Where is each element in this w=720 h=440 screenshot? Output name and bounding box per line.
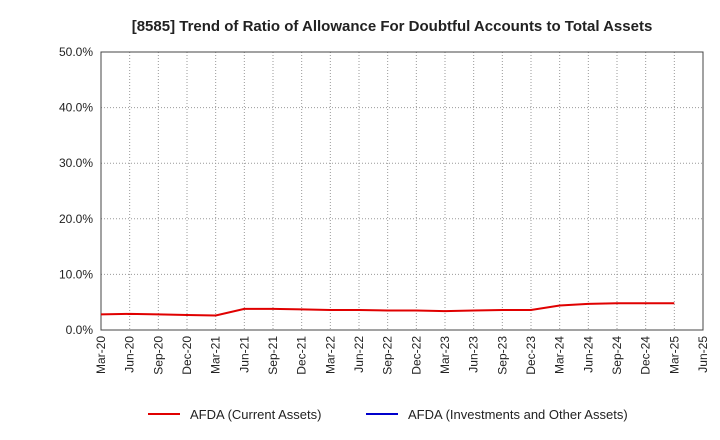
x-tick-label: Mar-24 [553,336,567,374]
x-tick-label: Dec-21 [295,336,309,375]
x-tick-label: Mar-25 [667,336,681,374]
x-tick-label: Sep-24 [610,336,624,375]
y-tick-label: 20.0% [59,212,93,226]
x-tick-label: Mar-22 [323,336,337,374]
y-tick-label: 30.0% [59,156,93,170]
legend-label: AFDA (Current Assets) [190,407,321,422]
x-tick-label: Dec-24 [639,336,653,375]
y-tick-label: 50.0% [59,45,93,59]
x-tick-label: Jun-20 [123,336,137,373]
x-tick-label: Jun-24 [581,336,595,373]
x-tick-label: Sep-22 [381,336,395,375]
y-tick-label: 40.0% [59,101,93,115]
legend-label: AFDA (Investments and Other Assets) [408,407,628,422]
x-tick-label: Mar-21 [209,336,223,374]
x-tick-label: Dec-20 [180,336,194,375]
y-axis-ticks: 0.0% 10.0% 20.0% 30.0% 40.0% 50.0% [59,45,93,337]
grid [101,52,703,330]
x-tick-label: Dec-22 [409,336,423,375]
x-tick-label: Jun-25 [696,336,710,373]
x-tick-label: Sep-20 [151,336,165,375]
plot-frame [100,51,704,331]
y-tick-label: 0.0% [66,323,94,337]
series [100,302,675,317]
legend: AFDA (Current Assets) AFDA (Investments a… [148,407,628,422]
x-tick-label: Sep-23 [495,336,509,375]
x-tick-label: Jun-21 [237,336,251,373]
series-line-0 [100,302,675,317]
x-tick-label: Sep-21 [266,336,280,375]
y-tick-label: 10.0% [59,267,93,281]
x-tick-label: Jun-23 [467,336,481,373]
chart-title: [8585] Trend of Ratio of Allowance For D… [132,18,653,35]
x-tick-label: Mar-20 [94,336,108,374]
x-tick-label: Mar-23 [438,336,452,374]
x-tick-label: Jun-22 [352,336,366,373]
x-tick-label: Dec-23 [524,336,538,375]
x-axis-ticks: Mar-20 Jun-20 Sep-20 Dec-20 Mar-21 Jun-21 Sep-… [94,336,710,375]
